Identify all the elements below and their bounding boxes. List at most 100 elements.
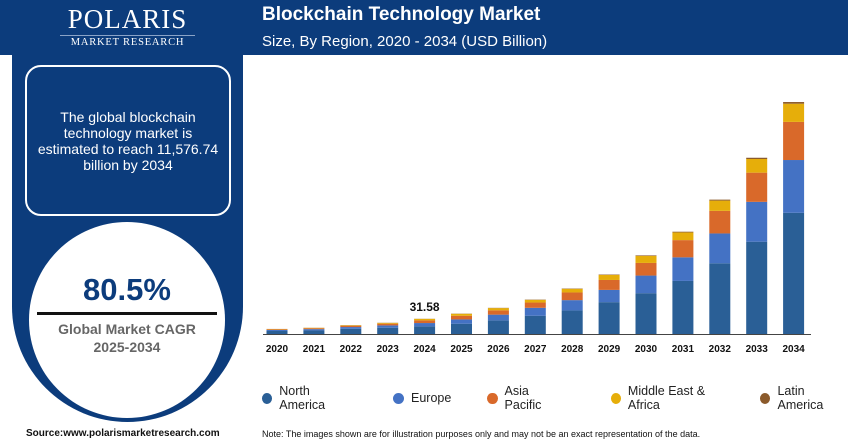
bar-2032-latin-america [709,199,731,201]
bar-2021-asia-pacific [303,328,325,330]
bar-2031-latin-america [672,231,694,233]
x-tick-label: 2020 [266,344,289,355]
legend: North America Europe Asia Pacific Middle Ea… [262,384,848,412]
legend-swatch-icon [262,392,273,404]
chart-subtitle: Size, By Region, 2020 - 2034 (USD Billio… [262,33,548,50]
bar-2034-north-america [783,212,805,334]
bar-2024-middle-east-africa [414,318,436,321]
bar-2034-middle-east-africa [783,103,805,122]
bar-2031-asia-pacific [672,240,694,258]
bar-2027-asia-pacific [524,302,546,308]
info-text: The global blockchain technology market … [37,108,219,173]
x-tick-label: 2030 [635,344,658,355]
bar-2034-asia-pacific [783,121,805,161]
bar-2022-north-america [340,328,362,334]
info-box: The global blockchain technology market … [25,65,231,216]
x-tick-label: 2034 [782,344,805,355]
x-tick-label: 2024 [413,344,436,355]
cagr-circle: 80.5% Global Market CAGR 2025-2034 [29,222,225,418]
legend-label: Middle East & Africa [627,384,706,412]
chart-title: Blockchain Technology Market [262,4,541,25]
bar-2032-middle-east-africa [709,200,731,211]
bar-2026-middle-east-africa [487,308,509,311]
bar-2024-asia-pacific [414,320,436,324]
cagr-divider [37,312,217,315]
legend-label: Europe [411,391,452,405]
bar-2032-europe [709,233,731,264]
cagr-label: Global Market CAGR [58,321,196,337]
data-label: 31.58 [410,300,440,314]
bar-2022-middle-east-africa [340,325,362,326]
bar-2028-asia-pacific [561,292,583,301]
legend-item: Latin America [760,384,848,412]
source-text: Source:www.polarismarketresearch.com [26,428,220,439]
chart-area: 2020 2021 2022 2023 2024 31.58 2025 2026 2027 202… [243,55,848,425]
bar-2033-asia-pacific [746,172,768,202]
logo-name: POLARIS [67,4,188,34]
x-tick-label: 2029 [598,344,621,355]
bar-2029-europe [598,289,620,303]
bar-2029-north-america [598,302,620,334]
bar-2023-asia-pacific [377,323,399,326]
bar-2028-middle-east-africa [561,288,583,293]
bar-2025-europe [451,319,472,324]
bar-2027-north-america [524,315,546,334]
legend-item: Asia Pacific [487,384,564,412]
bar-2022-asia-pacific [340,325,362,328]
bar-2023-north-america [377,327,399,334]
cagr-value: 80.5% [83,272,171,307]
disclaimer-note: Note: The images shown are for illustrat… [262,429,701,439]
bar-2033-latin-america [746,157,768,160]
bar-2033-north-america [746,241,768,334]
bar-2026-europe [487,314,509,321]
polaris-logo: POLARIS MARKET RESEARCH [60,4,195,48]
legend-label: Asia Pacific [504,384,542,412]
bar-2020-north-america [266,331,288,334]
legend-item: Middle East & Africa [610,384,733,412]
bar-2034-latin-america [783,102,805,104]
bar-2030-europe [635,275,657,294]
x-tick-label: 2033 [746,344,769,355]
logo-tagline: MARKET RESEARCH [60,35,195,48]
x-tick-label: 2025 [450,344,473,355]
bar-2026-asia-pacific [487,310,509,315]
legend-swatch-icon [610,392,621,404]
x-tick-label: 2031 [672,344,695,355]
x-tick-label: 2026 [487,344,510,355]
bar-2030-middle-east-africa [635,255,657,263]
bar-2033-europe [746,201,768,242]
bar-2025-asia-pacific [451,315,472,320]
legend-swatch-icon [393,392,404,404]
x-tick-label: 2023 [377,344,400,355]
bar-2023-middle-east-africa [377,322,399,324]
legend-swatch-icon [487,392,498,404]
bar-2027-europe [524,307,546,316]
legend-swatch-icon [760,392,771,404]
x-tick-label: 2028 [561,344,584,355]
bar-2025-middle-east-africa [451,313,472,316]
bar-2025-north-america [451,323,472,334]
bar-2032-asia-pacific [709,210,731,234]
bar-2032-north-america [709,263,731,334]
x-tick-label: 2027 [524,344,547,355]
bar-2030-latin-america [635,255,657,256]
legend-label: North America [279,384,326,412]
bar-2031-middle-east-africa [672,232,694,241]
cagr-period: 2025-2034 [93,339,161,355]
bar-2024-europe [414,323,436,327]
bar-2026-north-america [487,320,509,334]
bar-2033-middle-east-africa [746,159,768,173]
bar-2034-europe [783,160,805,213]
stacked-bar-chart: 2020 2021 2022 2023 2024 31.58 2025 2026 2027 202… [263,102,811,355]
bar-2023-europe [377,325,399,328]
bar-2022-europe [340,327,362,329]
x-tick-label: 2022 [340,344,363,355]
bar-2029-asia-pacific [598,279,620,290]
bar-2021-north-america [303,330,325,334]
x-tick-label: 2021 [303,344,326,355]
bar-2020-europe [266,329,288,332]
legend-item: Europe [393,384,451,412]
bar-2021-europe [303,329,325,331]
bar-2020-asia-pacific [266,329,288,330]
legend-item: North America [262,384,353,412]
